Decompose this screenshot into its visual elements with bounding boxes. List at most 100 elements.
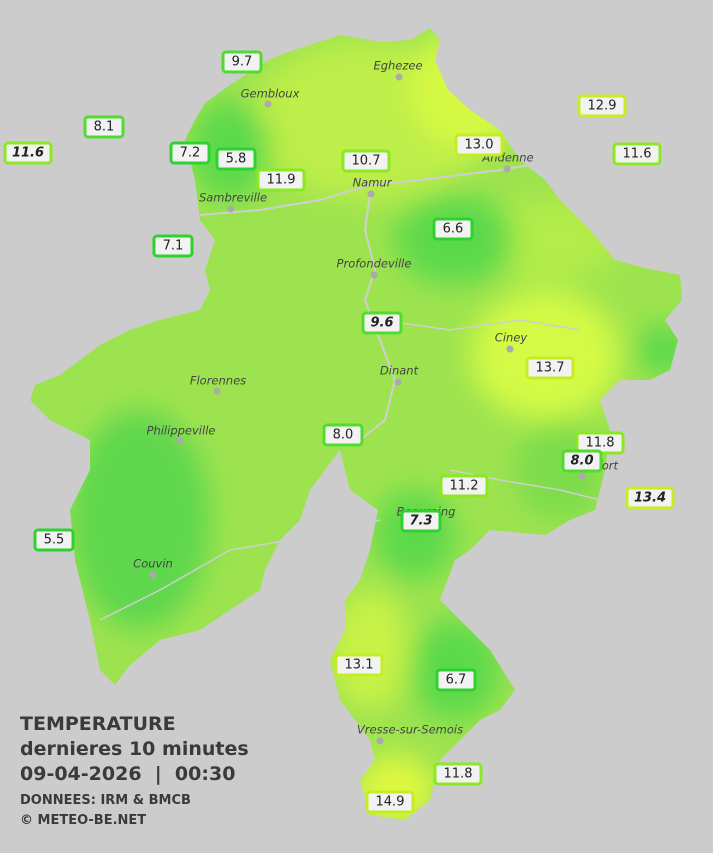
town-label: Profondeville: [337, 257, 412, 271]
station-value: 5.8: [226, 152, 247, 167]
caption-datetime: 09-04-2026 | 00:30: [20, 763, 235, 785]
station: 7.2: [169, 141, 211, 165]
station: 5.5: [33, 528, 75, 552]
town-label: Sambreville: [199, 191, 267, 205]
station-value: 11.6: [623, 147, 652, 162]
station-box: [365, 790, 415, 814]
station-value: 10.7: [352, 154, 381, 169]
town-dot: [376, 737, 384, 745]
town-label: Couvin: [133, 557, 173, 571]
caption-title: TEMPERATURE: [20, 713, 176, 735]
town-dot: [176, 437, 184, 445]
station-box: [215, 147, 257, 171]
station-box: [33, 528, 75, 552]
town-label: Gembloux: [241, 87, 300, 101]
station-box: [577, 94, 627, 118]
station-box: [439, 474, 489, 498]
station-value: 6.7: [446, 673, 467, 688]
caption-subtitle: dernieres 10 minutes: [20, 738, 249, 760]
town-dot: [213, 387, 221, 395]
station: 9.7: [221, 50, 263, 74]
station-value: 11.6: [12, 146, 44, 161]
station-value: 11.2: [450, 479, 479, 494]
caption-credit: © METEO-BE.NET: [20, 813, 146, 828]
station: 12.9: [577, 94, 627, 118]
town-dot: [227, 205, 235, 213]
station-box: [334, 653, 384, 677]
station-value: 13.0: [465, 138, 494, 153]
station-box: [561, 449, 603, 473]
station: 11.9: [256, 168, 306, 192]
station-box: [169, 141, 211, 165]
station-box: [435, 668, 477, 692]
station: 11.8: [433, 762, 483, 786]
town-label: Vresse-sur-Semois: [357, 723, 463, 737]
town-dot: [394, 378, 402, 386]
town-label: Philippeville: [147, 424, 216, 438]
town-dot: [149, 571, 157, 579]
station-box: [433, 762, 483, 786]
station: 7.1: [152, 234, 194, 258]
station-box: [221, 50, 263, 74]
station-value: 9.6: [370, 316, 393, 331]
station-value: 8.0: [333, 428, 354, 443]
town-dot: [578, 472, 586, 480]
town-dot: [503, 165, 511, 173]
town-label: Florennes: [190, 374, 246, 388]
station: 5.8: [215, 147, 257, 171]
station-box: [322, 423, 364, 447]
town-label: Eghezee: [373, 59, 422, 73]
station: 10.7: [341, 149, 391, 173]
station-box: [341, 149, 391, 173]
station-value: 12.9: [588, 99, 617, 114]
station: 6.7: [435, 668, 477, 692]
station: 9.6: [361, 311, 403, 335]
station-box: [454, 133, 504, 157]
station-value: 6.6: [443, 222, 464, 237]
station: 8.0: [322, 423, 364, 447]
station-box: [256, 168, 306, 192]
station: 13.1: [334, 653, 384, 677]
station: 11.8: [575, 431, 625, 455]
town-dot: [367, 190, 375, 198]
station: 11.2: [439, 474, 489, 498]
town-dot: [506, 345, 514, 353]
station: 14.9: [365, 790, 415, 814]
station-box: [625, 486, 675, 510]
station-value: 7.1: [163, 239, 184, 254]
station-value: 13.7: [536, 361, 565, 376]
station-value: 14.9: [376, 795, 405, 810]
caption: TEMPERATURE dernieres 10 minutes 09-04-2…: [20, 713, 249, 828]
station-value: 7.3: [409, 514, 432, 529]
station-value: 8.0: [570, 454, 593, 469]
station-value: 11.8: [444, 767, 473, 782]
town-dot: [264, 100, 272, 108]
town-label: Dinant: [380, 364, 419, 378]
station-box: [525, 356, 575, 380]
station-box: [432, 217, 474, 241]
station: 11.6: [3, 141, 53, 165]
town-dot: [395, 73, 403, 81]
town-label: Ciney: [495, 331, 528, 345]
station-box: [3, 141, 53, 165]
caption-source: DONNEES: IRM & BMCB: [20, 793, 191, 808]
station: 11.6: [612, 142, 662, 166]
station: 7.3: [400, 509, 442, 533]
station-value: 9.7: [232, 55, 253, 70]
station: 13.4: [625, 486, 675, 510]
station-value: 8.1: [94, 120, 115, 135]
station: 8.1: [83, 115, 125, 139]
station-box: [83, 115, 125, 139]
town-label: Namur: [353, 176, 393, 190]
station-value: 13.1: [345, 658, 374, 673]
station-value: 11.8: [586, 436, 615, 451]
station-box: [612, 142, 662, 166]
station: 8.0: [561, 449, 603, 473]
station: 6.6: [432, 217, 474, 241]
station: 13.0: [454, 133, 504, 157]
town-dot: [370, 271, 378, 279]
station-value: 11.9: [267, 173, 296, 188]
station-box: [361, 311, 403, 335]
station-value: 13.4: [634, 491, 666, 506]
